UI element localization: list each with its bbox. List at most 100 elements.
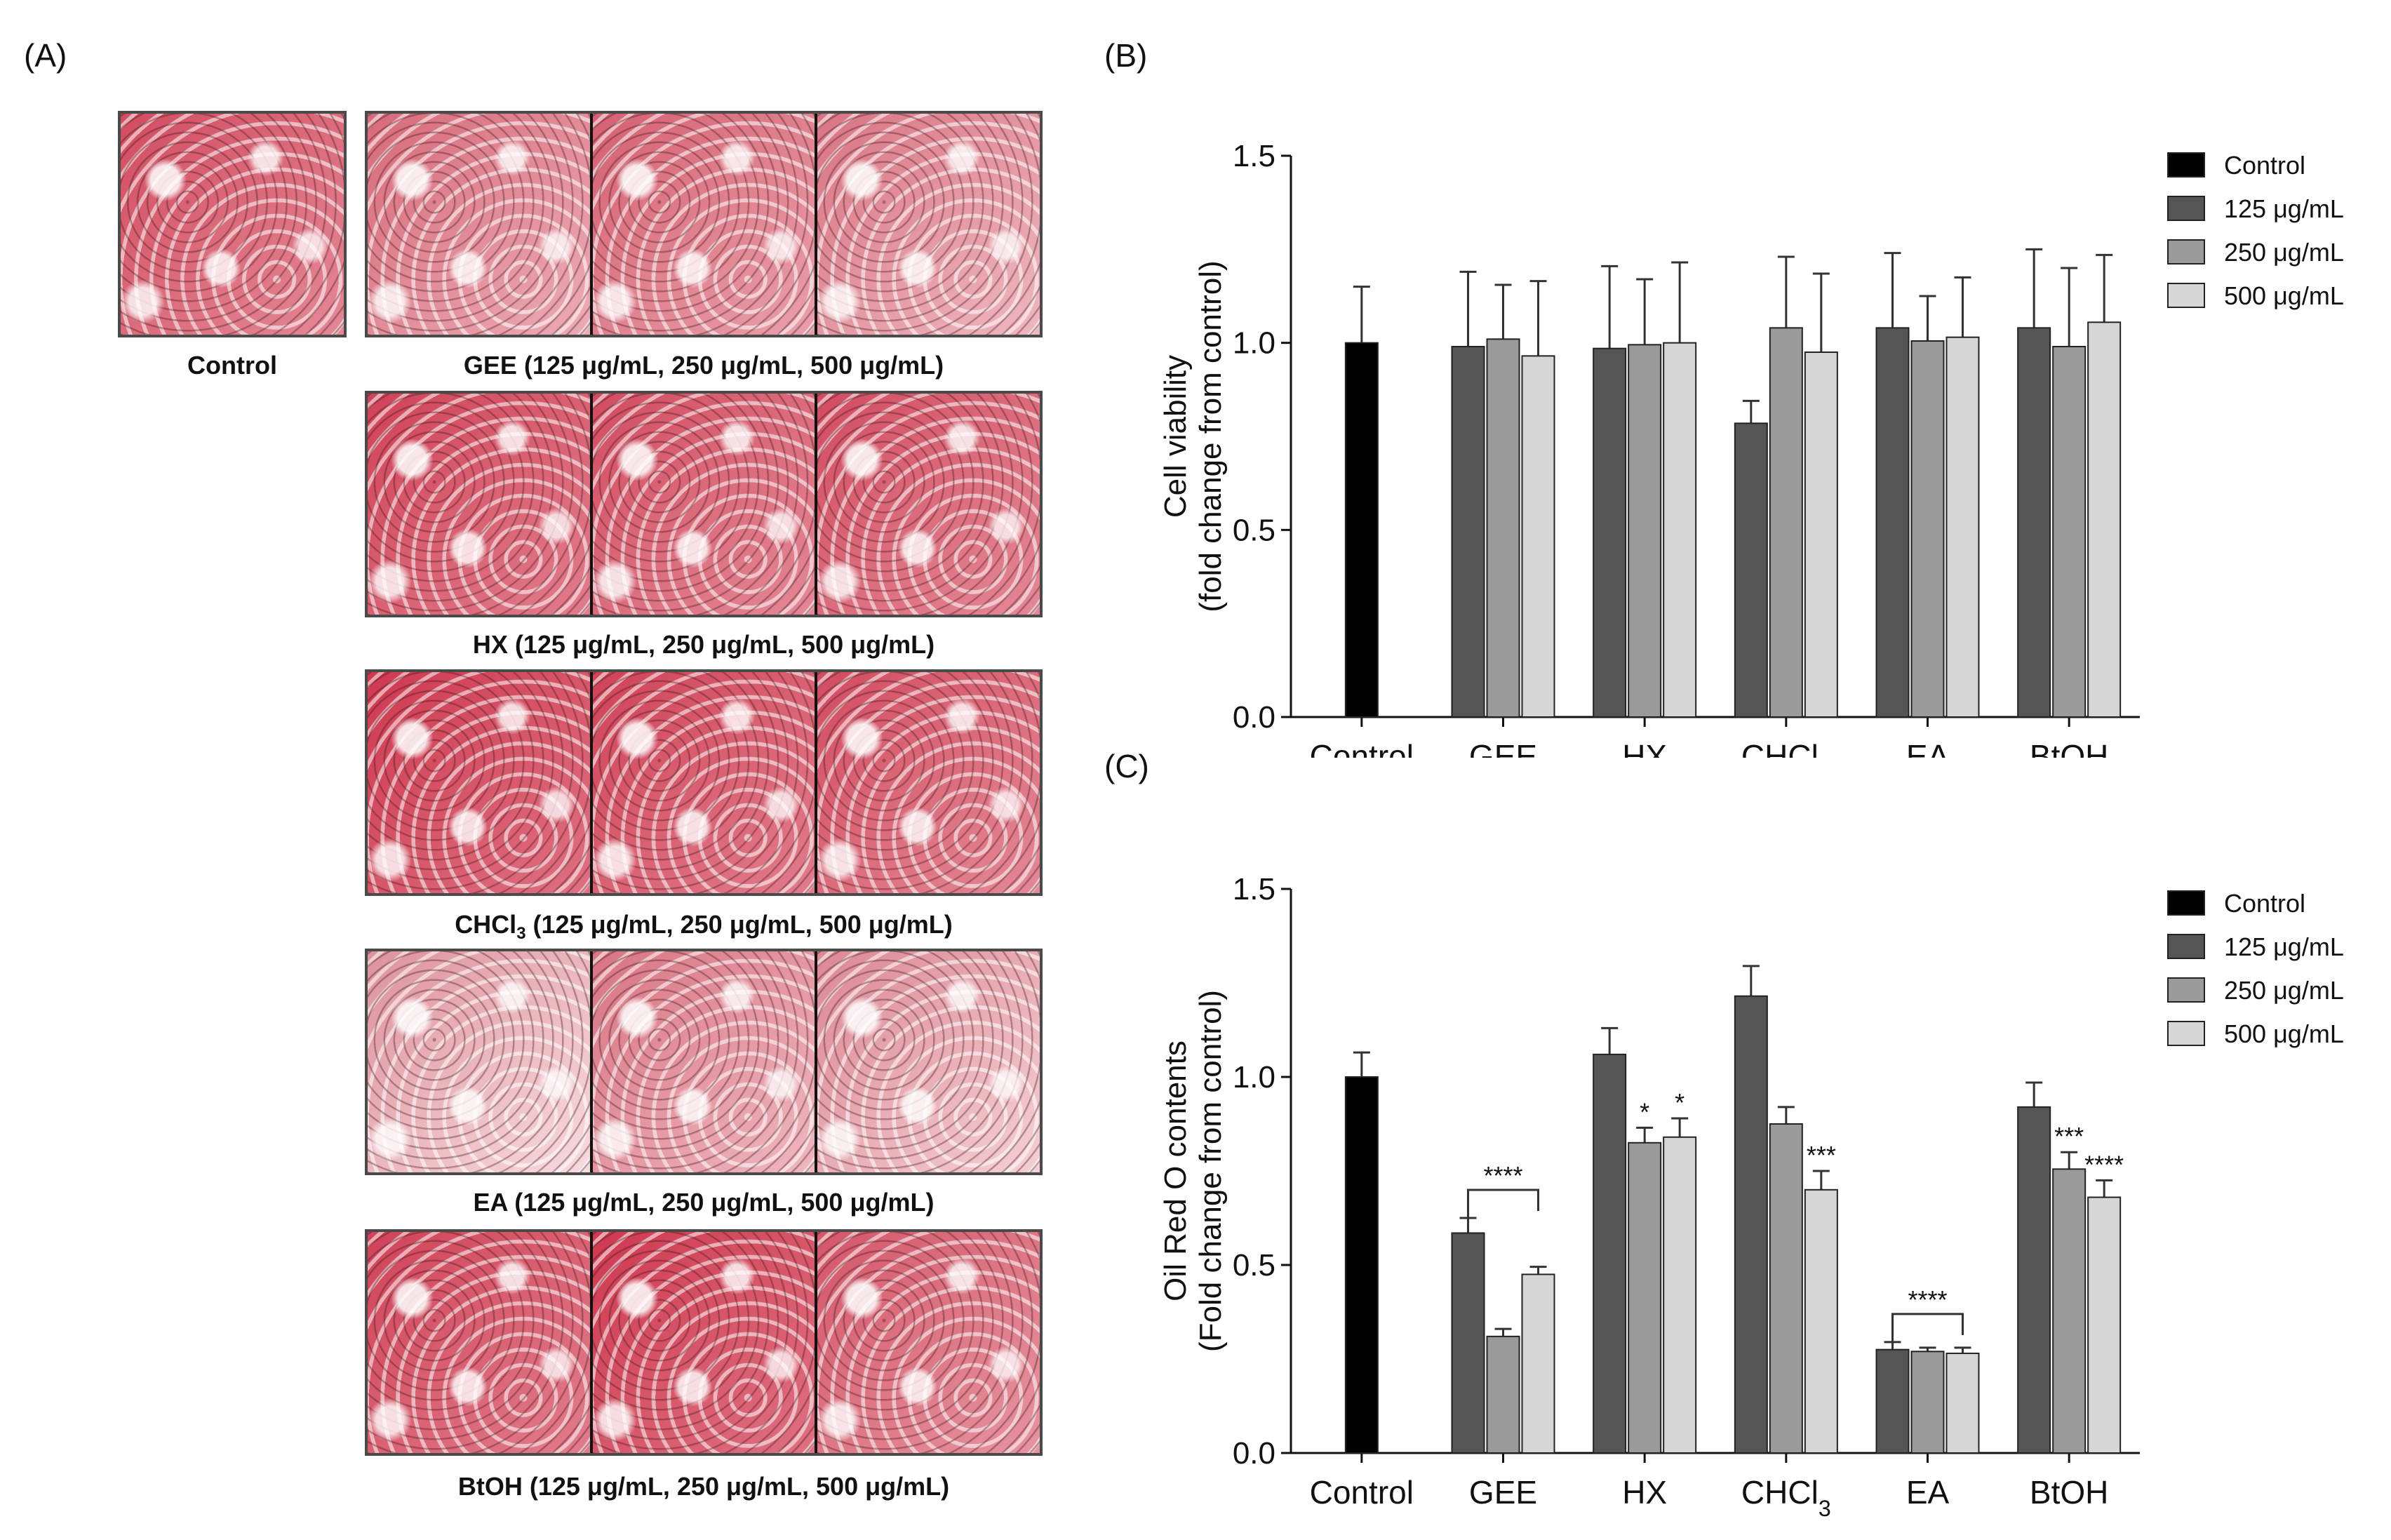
legend-swatch <box>2167 196 2205 221</box>
bar <box>1593 1053 1627 1454</box>
bar <box>1734 995 1768 1454</box>
significance-bracket <box>1891 1313 1964 1342</box>
oil-red-o-chart: Oil Red O contents (Fold change from cont… <box>1158 872 2344 1521</box>
bar <box>1344 1076 1379 1454</box>
significance-bracket <box>1467 1189 1539 1218</box>
bar <box>2017 327 2051 718</box>
legend-swatch <box>2167 239 2205 265</box>
significance-label: **** <box>2084 1150 2124 1179</box>
bar <box>1875 1348 1910 1454</box>
legend-label: 125 μg/mL <box>2224 194 2344 223</box>
control-stain-image <box>118 111 347 337</box>
bar <box>1945 336 1980 718</box>
y-tick-label: 1.5 <box>1233 872 1275 906</box>
stain-image <box>592 394 818 615</box>
bar <box>1769 1123 1803 1454</box>
bar <box>2017 1106 2051 1454</box>
stain-image <box>817 394 1040 615</box>
y-axis-label: Oil Red O contents <box>1158 1040 1193 1301</box>
panel-a-label: (A) <box>24 37 67 74</box>
bar <box>1663 342 1697 718</box>
legend-label: 125 μg/mL <box>2224 932 2344 961</box>
bar <box>1910 1351 1945 1454</box>
bar <box>2052 346 2087 718</box>
significance-label: **** <box>1908 1285 1947 1314</box>
bar <box>1875 327 1910 718</box>
row-caption: EA (125 μg/mL, 250 μg/mL, 500 μg/mL) <box>473 1188 935 1217</box>
bar <box>1663 1136 1697 1454</box>
legend-swatch <box>2167 934 2205 959</box>
y-tick-label: 0.5 <box>1233 513 1275 547</box>
row-caption: CHCl3 (125 μg/mL, 250 μg/mL, 500 μg/mL) <box>455 910 953 944</box>
stain-image <box>368 672 593 893</box>
x-tick-label: BtOH <box>2030 738 2108 758</box>
x-tick-label: CHCl3 <box>1741 738 1831 758</box>
legend-label: 500 μg/mL <box>2224 1019 2344 1048</box>
control-image-caption: Control <box>187 351 277 380</box>
bar <box>1628 1141 1662 1454</box>
y-tick-label: 0.5 <box>1233 1248 1275 1283</box>
y-axis-label-2: (Fold change from control) <box>1193 990 1228 1352</box>
bar <box>1486 1335 1520 1454</box>
bar <box>1734 422 1768 718</box>
stain-image <box>592 1232 818 1453</box>
legend-swatch <box>2167 283 2205 308</box>
stain-image <box>817 672 1040 893</box>
significance-label: *** <box>1807 1141 1836 1170</box>
panel-b-label: (B) <box>1104 37 1148 74</box>
bar <box>1804 1189 1838 1454</box>
stain-image <box>368 1232 593 1453</box>
stain-image-row <box>365 391 1043 617</box>
bar <box>1521 1273 1555 1454</box>
y-tick-label: 1.0 <box>1233 1060 1275 1094</box>
x-tick-label: GEE <box>1469 738 1537 758</box>
bar <box>1451 1232 1485 1454</box>
bar <box>2087 1196 2122 1454</box>
bar <box>1769 327 1803 718</box>
panel-c-label: (C) <box>1104 748 1149 784</box>
x-tick-label: HX <box>1622 738 1667 758</box>
bar <box>1593 347 1627 718</box>
y-tick-label: 0.0 <box>1233 700 1275 735</box>
x-tick-label: EA <box>1906 1474 1950 1511</box>
stain-image-row <box>365 949 1043 1175</box>
bar <box>1344 342 1379 718</box>
bar <box>1451 346 1485 718</box>
y-tick-label: 0.0 <box>1233 1436 1275 1471</box>
stain-image <box>368 114 593 335</box>
significance-label: * <box>1675 1088 1685 1117</box>
y-axis-label: Cell viability <box>1158 355 1193 518</box>
bar <box>1628 344 1662 718</box>
bar <box>1804 351 1838 718</box>
significance-label: **** <box>1483 1161 1522 1190</box>
x-tick-label: EA <box>1906 738 1950 758</box>
bar <box>2052 1168 2087 1454</box>
stain-image-row <box>365 111 1043 337</box>
row-caption: GEE (125 μg/mL, 250 μg/mL, 500 μg/mL) <box>463 351 944 380</box>
legend-label: Control <box>2224 151 2305 180</box>
stain-image <box>817 1232 1040 1453</box>
legend-label: 250 μg/mL <box>2224 238 2344 267</box>
x-tick-label: GEE <box>1469 1474 1537 1511</box>
stain-image <box>368 394 593 615</box>
legend-swatch <box>2167 1021 2205 1046</box>
row-caption: HX (125 μg/mL, 250 μg/mL, 500 μg/mL) <box>472 630 935 659</box>
legend-label: 500 μg/mL <box>2224 281 2344 310</box>
significance-label: * <box>1640 1097 1649 1126</box>
bar <box>1910 340 1945 718</box>
x-tick-label: BtOH <box>2030 1474 2108 1511</box>
legend-swatch <box>2167 890 2205 916</box>
legend-label: 250 μg/mL <box>2224 976 2344 1005</box>
y-tick-label: 1.5 <box>1233 139 1275 173</box>
stain-image <box>592 672 818 893</box>
x-tick-label: Control <box>1310 1474 1414 1511</box>
legend-swatch <box>2167 152 2205 178</box>
y-tick-label: 1.0 <box>1233 326 1275 361</box>
bar <box>1521 355 1555 718</box>
significance-label: *** <box>2054 1122 2084 1151</box>
bar <box>2087 321 2122 718</box>
x-tick-label: HX <box>1622 1474 1667 1511</box>
legend-label: Control <box>2224 889 2305 918</box>
x-tick-label: CHCl3 <box>1741 1474 1831 1521</box>
stain-image <box>817 114 1040 335</box>
